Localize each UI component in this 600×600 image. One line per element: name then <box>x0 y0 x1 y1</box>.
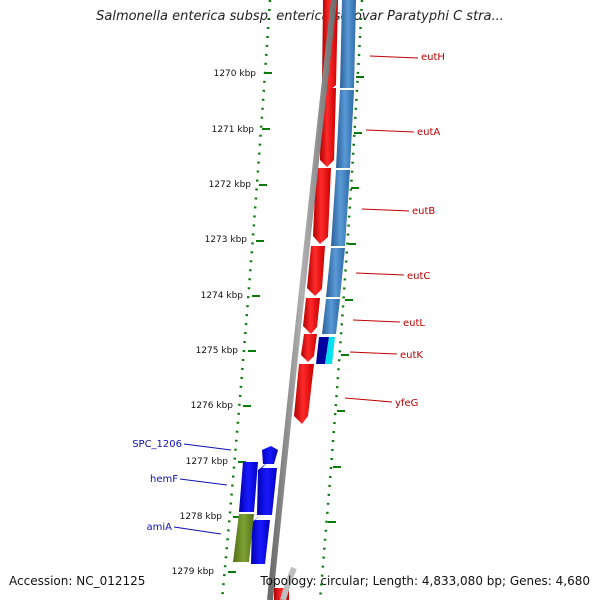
gene-label-eutA[interactable]: eutA <box>417 127 440 138</box>
genome-summary: Topology: circular; Length: 4,833,080 bp… <box>260 574 590 588</box>
tick-label: 1279 kbp <box>172 567 215 577</box>
tick-label: 1272 kbp <box>209 180 252 190</box>
gene-label-eutB[interactable]: eutB <box>412 206 435 217</box>
gene-label-eutK[interactable]: eutK <box>400 350 423 361</box>
gene-label-amiA[interactable]: amiA <box>147 522 173 533</box>
cds-track-right <box>316 0 356 364</box>
tick-label: 1277 kbp <box>186 457 229 467</box>
tick-label: 1270 kbp <box>214 69 257 79</box>
forward-genes <box>233 446 278 564</box>
gene-label-eutC[interactable]: eutC <box>407 271 430 282</box>
gene-label-eutH[interactable]: eutH <box>421 52 445 63</box>
tick-label: 1271 kbp <box>212 125 255 135</box>
genome-title: Salmonella enterica subsp. enterica sero… <box>96 9 504 24</box>
accession-label: Accession: NC_012125 <box>9 574 146 588</box>
gene-label-SPC_1206[interactable]: SPC_1206 <box>132 439 182 450</box>
tick-label: 1273 kbp <box>205 235 248 245</box>
tick-label: 1278 kbp <box>180 512 223 522</box>
gene-label-hemF[interactable]: hemF <box>150 474 178 485</box>
right-gene-labels: eutH eutA eutB eutC eutL eutK yfeG <box>344 52 445 409</box>
outer-track-ticks <box>328 76 364 523</box>
tick-label: 1274 kbp <box>201 291 244 301</box>
genome-backbone <box>267 0 337 600</box>
gene-label-yfeG[interactable]: yfeG <box>395 398 418 409</box>
kbp-ticks: 1270 kbp 1271 kbp 1272 kbp 1273 kbp 1274… <box>172 69 257 577</box>
gene-label-eutL[interactable]: eutL <box>403 318 425 329</box>
tick-label: 1276 kbp <box>191 401 234 411</box>
tick-label: 1275 kbp <box>196 346 239 356</box>
inner-track-ticks <box>228 72 272 573</box>
left-gene-labels: SPC_1206 hemF amiA <box>132 439 232 535</box>
